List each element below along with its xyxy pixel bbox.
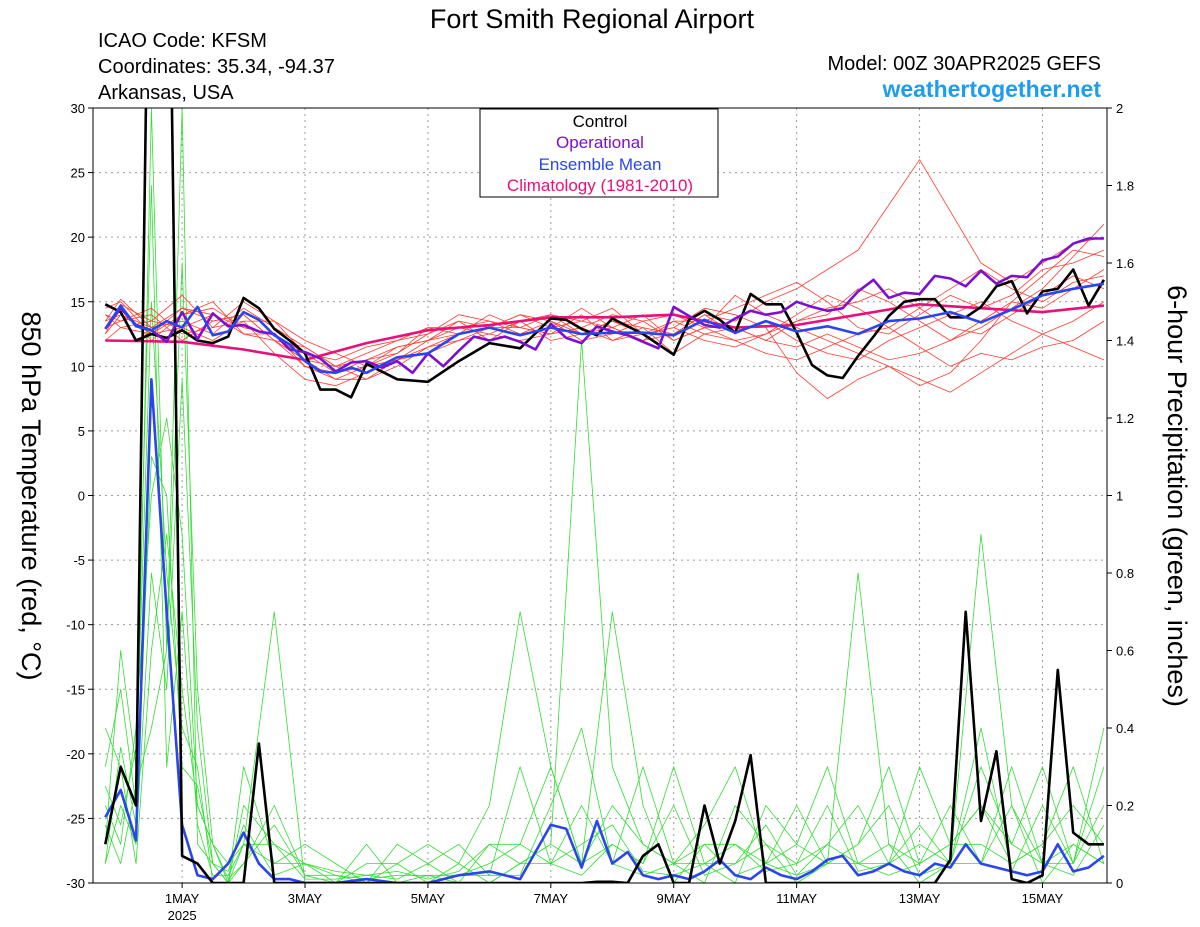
legend-entry-ensemble-mean: Ensemble Mean [539, 155, 662, 174]
x-tick-label: 11MAY [776, 891, 817, 906]
left-tick-label: -25 [66, 811, 85, 826]
right-tick-label: 1.2 [1116, 411, 1134, 426]
left-tick-label: 15 [71, 295, 85, 310]
left-tick-label: 25 [71, 166, 85, 181]
model-run: Model: 00Z 30APR2025 GEFS [828, 53, 1101, 75]
legend-entry-climatology: Climatology (1981-2010) [507, 176, 693, 195]
left-tick-label: -15 [66, 682, 85, 697]
temp-member-line [105, 269, 1105, 380]
left-axis-ticks: 30 25 20 15 10 5 0 -5 -10 -15 -20 -25 -30 [66, 101, 93, 891]
precip-member-line [104, 456, 1105, 880]
left-axis-title: 850 hPa Temperature (red, °C) [16, 312, 46, 681]
x-tick-label: 15MAY [1022, 891, 1064, 906]
right-tick-label: 0.8 [1116, 566, 1134, 581]
right-tick-label: 0 [1116, 876, 1123, 891]
legend-entry-operational: Operational [556, 133, 644, 152]
legend-box [479, 108, 719, 198]
right-tick-label: 2 [1116, 101, 1123, 116]
left-tick-label: 5 [78, 424, 85, 439]
right-tick-label: 0.4 [1116, 721, 1134, 736]
x-tick-label: 1MAY [165, 891, 200, 906]
region: Arkansas, USA [98, 82, 234, 104]
temp-ensemble-mean-line [104, 282, 1105, 375]
left-tick-label: -10 [66, 618, 85, 633]
x-tick-label: 9MAY [657, 891, 692, 906]
brand-link[interactable]: weathertogether.net [881, 76, 1101, 102]
x-tick-sublabel: 2025 [168, 908, 197, 923]
icao-code: ICAO Code: KFSM [98, 30, 267, 52]
x-tick-label: 13MAY [899, 891, 941, 906]
left-tick-label: 10 [71, 359, 85, 374]
x-tick-label: 5MAY [411, 891, 446, 906]
left-tick-label: 30 [71, 101, 85, 116]
precip-main-lines [104, 108, 1105, 883]
chart-title: Fort Smith Regional Airport [430, 4, 755, 34]
left-tick-label: -30 [66, 876, 85, 891]
temp-control-line [104, 268, 1106, 399]
precip-control-line [104, 108, 1104, 883]
precip-member-line [104, 185, 1105, 880]
right-axis-title: 6-hour Precipitation (green, inches) [1162, 285, 1192, 707]
legend-entry-control: Control [573, 112, 628, 131]
left-tick-label: 0 [78, 489, 85, 504]
precip-member-line [104, 262, 1105, 880]
temp-member-line [105, 249, 1104, 400]
legend: Control Operational Ensemble Mean Climat… [479, 108, 719, 198]
left-tick-label: -20 [66, 747, 85, 762]
right-axis-ticks: 2 1.8 1.6 1.4 1.2 1 0.8 0.6 0.4 0.2 0 [1107, 101, 1134, 891]
right-tick-label: 0.2 [1116, 799, 1134, 814]
temp-main-lines [104, 237, 1106, 399]
x-tick-label: 3MAY [288, 891, 323, 906]
precip-ensemble-mean-line [104, 377, 1105, 883]
left-tick-label: 20 [71, 230, 85, 245]
right-tick-label: 1.6 [1116, 256, 1134, 271]
x-tick-label: 7MAY [534, 891, 569, 906]
x-axis-ticks: 1MAY 2025 3MAY 5MAY 7MAY 9MAY 11MAY 13MAY 15MAY [165, 883, 1064, 923]
right-tick-label: 0.6 [1116, 644, 1134, 659]
coordinates: Coordinates: 35.34, -94.37 [98, 56, 335, 78]
right-tick-label: 1.8 [1116, 179, 1134, 194]
left-tick-label: -5 [73, 553, 85, 568]
right-tick-label: 1.4 [1116, 334, 1134, 349]
right-tick-label: 1 [1116, 489, 1123, 504]
gridlines [93, 108, 1107, 883]
